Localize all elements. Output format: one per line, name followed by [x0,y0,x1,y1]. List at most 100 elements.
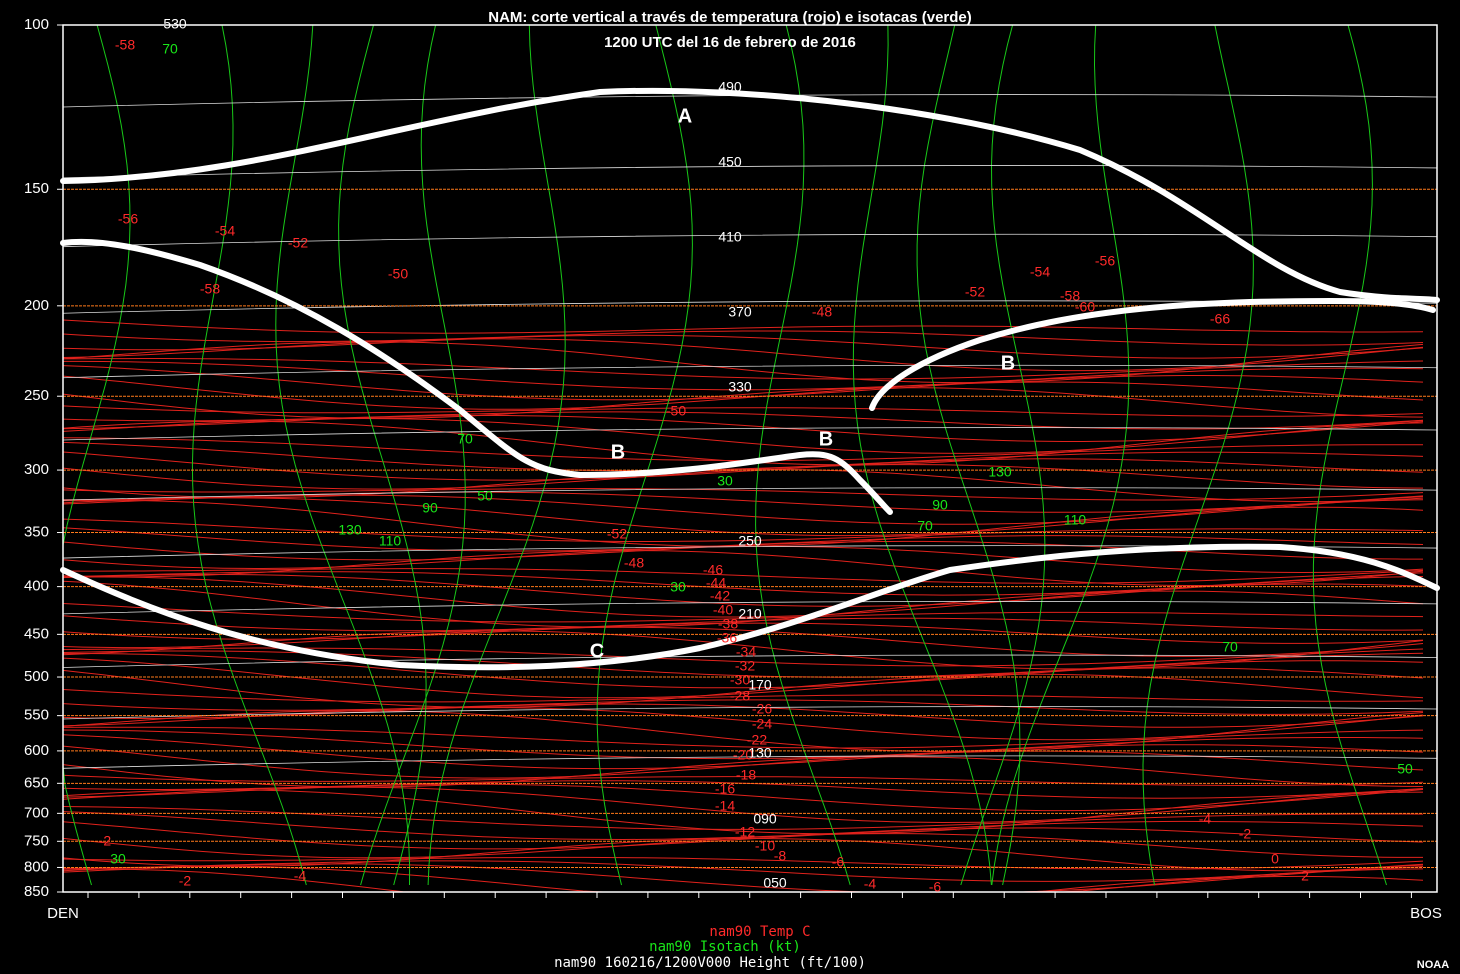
height-contour [62,755,1438,769]
temp-label: -58 [200,281,220,297]
isotach-label: 90 [932,497,948,513]
height-contour [62,364,1438,379]
y-tick-label: 650 [24,774,49,791]
x-start-label: DEN [47,905,79,922]
isotach-label: 50 [477,488,493,504]
isotach-label: 70 [162,41,178,57]
curve-a [60,87,1440,303]
isotach-contour [991,24,1130,886]
isotach-label: 110 [1064,512,1087,528]
temp-contour [62,669,1424,708]
height-label: 170 [748,677,772,693]
annotation: B [1001,352,1015,374]
credit: NOAA [1417,959,1449,971]
height-contour [62,427,1438,441]
temp-contour [62,319,1424,334]
temp-label: -58 [1060,288,1080,304]
legend-height: nam90 160216/1200V000 Height (ft/100) [554,955,866,971]
isotach-label: 30 [670,579,686,595]
temp-label: -58 [115,37,135,53]
temp-label: -54 [215,223,235,239]
height-label: 450 [718,154,742,170]
temp-label: -18 [736,767,756,783]
temp-label: -40 [713,602,733,618]
isotach-label: 130 [988,464,1012,480]
height-contour [62,706,1438,720]
legend-temp: nam90 Temp C [709,924,810,940]
y-tick-label: 750 [24,832,49,849]
temp-label: -2 [1239,826,1252,842]
height-contour [62,487,1438,501]
temp-contour [62,375,1424,410]
temp-label: -6 [832,854,845,870]
temp-label: -52 [288,235,308,251]
isotach-contour [338,24,427,886]
temp-contour [62,626,1424,657]
temp-label: -4 [1199,811,1212,827]
y-tick-label: 850 [24,883,49,900]
temp-contour [62,630,1424,670]
temp-contour [62,487,1424,501]
temp-contour [62,518,1424,542]
temp-contour [62,334,1424,359]
isotach-label: 90 [422,500,438,516]
chart-title: NAM: corte vertical a través de temperat… [488,9,972,26]
isotach-contour [596,24,693,886]
temp-contour [62,580,1424,628]
temp-label: -50 [388,266,408,282]
isotach-contour [960,24,1046,886]
temp-label: -46 [703,562,723,578]
curve-b-west [60,238,893,515]
temp-contour [62,650,1424,678]
temp-contour [63,360,1424,391]
temp-label: -10 [755,838,775,854]
y-tick-label: 550 [24,707,49,724]
temp-label: -44 [706,575,726,591]
temp-label: -8 [774,848,787,864]
isotach-contour [360,24,466,886]
contours [62,24,1438,893]
temp-contour [62,689,1424,703]
temp-label: -30 [730,672,750,688]
temp-contour [62,550,1424,586]
temp-contour [62,358,1424,380]
temp-label: -48 [624,555,644,571]
legend-isotach: nam90 Isotach (kt) [649,939,801,955]
height-label: 370 [728,304,752,320]
isotach-label: 50 [1397,761,1413,777]
temp-contour [62,856,1424,870]
height-label: 530 [163,16,187,32]
temp-contour [62,783,1424,812]
isobars [63,24,1437,893]
height-label: 490 [718,79,742,95]
temp-contour [62,568,1424,584]
temp-contour [62,540,1423,561]
temp-label: 0 [1271,851,1279,867]
temp-label: -42 [710,588,730,604]
isotach-contour [275,24,411,886]
temp-contour [62,699,1424,715]
temp-contour [62,652,1424,689]
temp-label: -22 [747,732,767,748]
isotach-contour [852,24,992,886]
annotation: A [678,105,692,127]
temp-label: -52 [965,284,985,300]
temp-contour [62,774,1424,787]
temp-contour [62,405,1424,417]
isotach-contour [755,24,851,886]
temp-contour [62,603,1424,623]
y-tick-label: 100 [24,16,49,33]
temp-label: -2 [99,833,112,849]
temp-label: -4 [864,876,877,892]
isotach-label: 70 [917,518,933,534]
temp-label: -54 [1030,264,1050,280]
temp-label: -6 [929,879,942,895]
y-tick-label: 200 [24,297,49,314]
temp-label: -4 [294,868,307,884]
y-tick-label: 800 [24,858,49,875]
temp-label: -56 [1095,253,1115,269]
temp-contour [62,729,1424,760]
isotach-contour [1142,24,1254,886]
y-tick-label: 450 [24,625,49,642]
